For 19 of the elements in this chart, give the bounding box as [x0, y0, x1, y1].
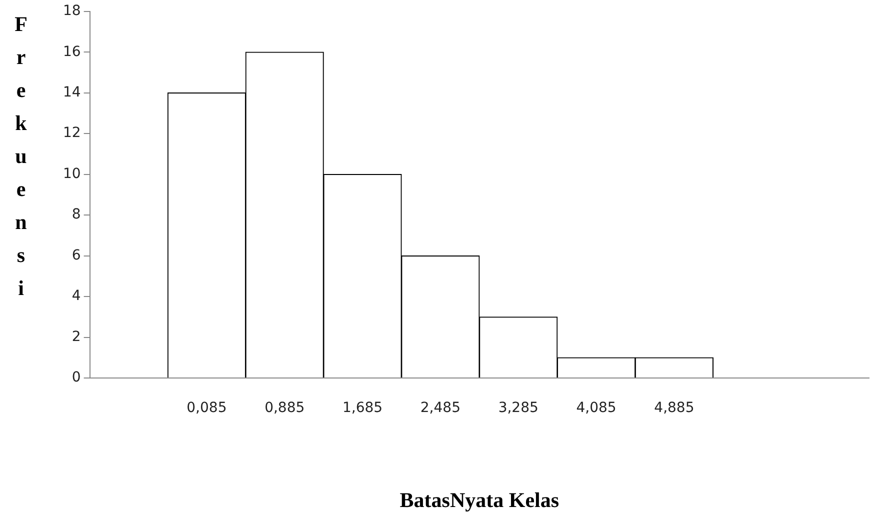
y-tick-label: 0: [72, 370, 81, 386]
y-tick-label: 10: [62, 166, 81, 182]
x-tick-label: 0,885: [264, 400, 305, 416]
y-tick-label: 2: [72, 328, 81, 345]
y-tick-label: 4: [72, 288, 81, 304]
x-tick-label: 3,285: [498, 400, 538, 416]
x-tick-label: 4,885: [654, 400, 694, 416]
y-axis-title: Frekuensi: [9, 12, 33, 309]
y-tick-label: 8: [72, 206, 81, 223]
x-tick-label: 0,085: [186, 400, 227, 416]
x-tick-label: 2,485: [420, 400, 460, 416]
x-tick-label: 4,085: [576, 400, 616, 416]
x-tick-label: 1,685: [342, 400, 383, 416]
y-tick-label: 14: [62, 84, 81, 101]
y-tick-label: 16: [62, 44, 81, 60]
x-axis-title: BatasNyata Kelas: [400, 488, 560, 512]
y-tick-label: 6: [72, 247, 81, 264]
y-tick-label: 18: [62, 3, 81, 20]
y-tick-label: 12: [62, 125, 81, 142]
